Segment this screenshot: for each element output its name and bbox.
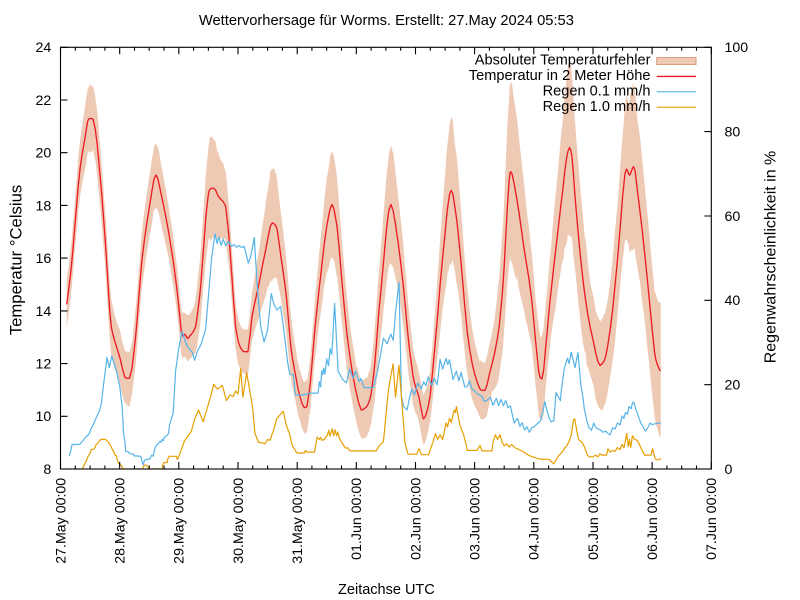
svg-text:20: 20 [725, 378, 741, 394]
svg-text:60: 60 [725, 209, 741, 225]
svg-text:18: 18 [36, 198, 52, 214]
svg-text:Wettervorhersage für Worms. Er: Wettervorhersage für Worms. Erstellt: 27… [199, 13, 574, 29]
svg-text:16: 16 [36, 251, 52, 267]
svg-text:02.Jun 00:00: 02.Jun 00:00 [408, 478, 424, 560]
svg-text:20: 20 [36, 146, 52, 162]
svg-text:100: 100 [725, 40, 749, 56]
svg-text:Regen 1.0 mm/h: Regen 1.0 mm/h [543, 99, 651, 115]
svg-text:31.May 00:00: 31.May 00:00 [290, 478, 306, 564]
svg-text:30.May 00:00: 30.May 00:00 [231, 478, 247, 564]
svg-text:27.May 00:00: 27.May 00:00 [53, 478, 69, 564]
svg-text:Absoluter Temperaturfehler: Absoluter Temperaturfehler [475, 53, 651, 69]
svg-text:14: 14 [36, 304, 52, 320]
svg-text:01.Jun 00:00: 01.Jun 00:00 [349, 478, 365, 560]
svg-text:80: 80 [725, 125, 741, 141]
svg-text:10: 10 [36, 409, 52, 425]
svg-text:8: 8 [43, 462, 51, 478]
svg-text:04.Jun 00:00: 04.Jun 00:00 [527, 478, 543, 560]
svg-text:0: 0 [725, 462, 733, 478]
svg-text:Temperatur in 2 Meter Höhe: Temperatur in 2 Meter Höhe [469, 68, 651, 84]
svg-text:28.May 00:00: 28.May 00:00 [113, 478, 129, 564]
svg-text:29.May 00:00: 29.May 00:00 [172, 478, 188, 564]
svg-text:Temperatur °Celsius: Temperatur °Celsius [7, 185, 26, 335]
svg-text:Regen 0.1 mm/h: Regen 0.1 mm/h [543, 84, 651, 100]
svg-text:03.Jun 00:00: 03.Jun 00:00 [468, 478, 484, 560]
svg-text:05.Jun 00:00: 05.Jun 00:00 [586, 478, 602, 560]
svg-text:12: 12 [36, 357, 52, 373]
svg-text:Zeitachse UTC: Zeitachse UTC [338, 582, 435, 598]
svg-text:40: 40 [725, 293, 741, 309]
svg-text:07.Jun 00:00: 07.Jun 00:00 [704, 478, 720, 560]
svg-text:24: 24 [36, 40, 52, 56]
svg-text:06.Jun 00:00: 06.Jun 00:00 [645, 478, 661, 560]
svg-text:22: 22 [36, 93, 52, 109]
svg-text:Regenwahrscheinlichkeit in %: Regenwahrscheinlichkeit in % [762, 151, 779, 364]
